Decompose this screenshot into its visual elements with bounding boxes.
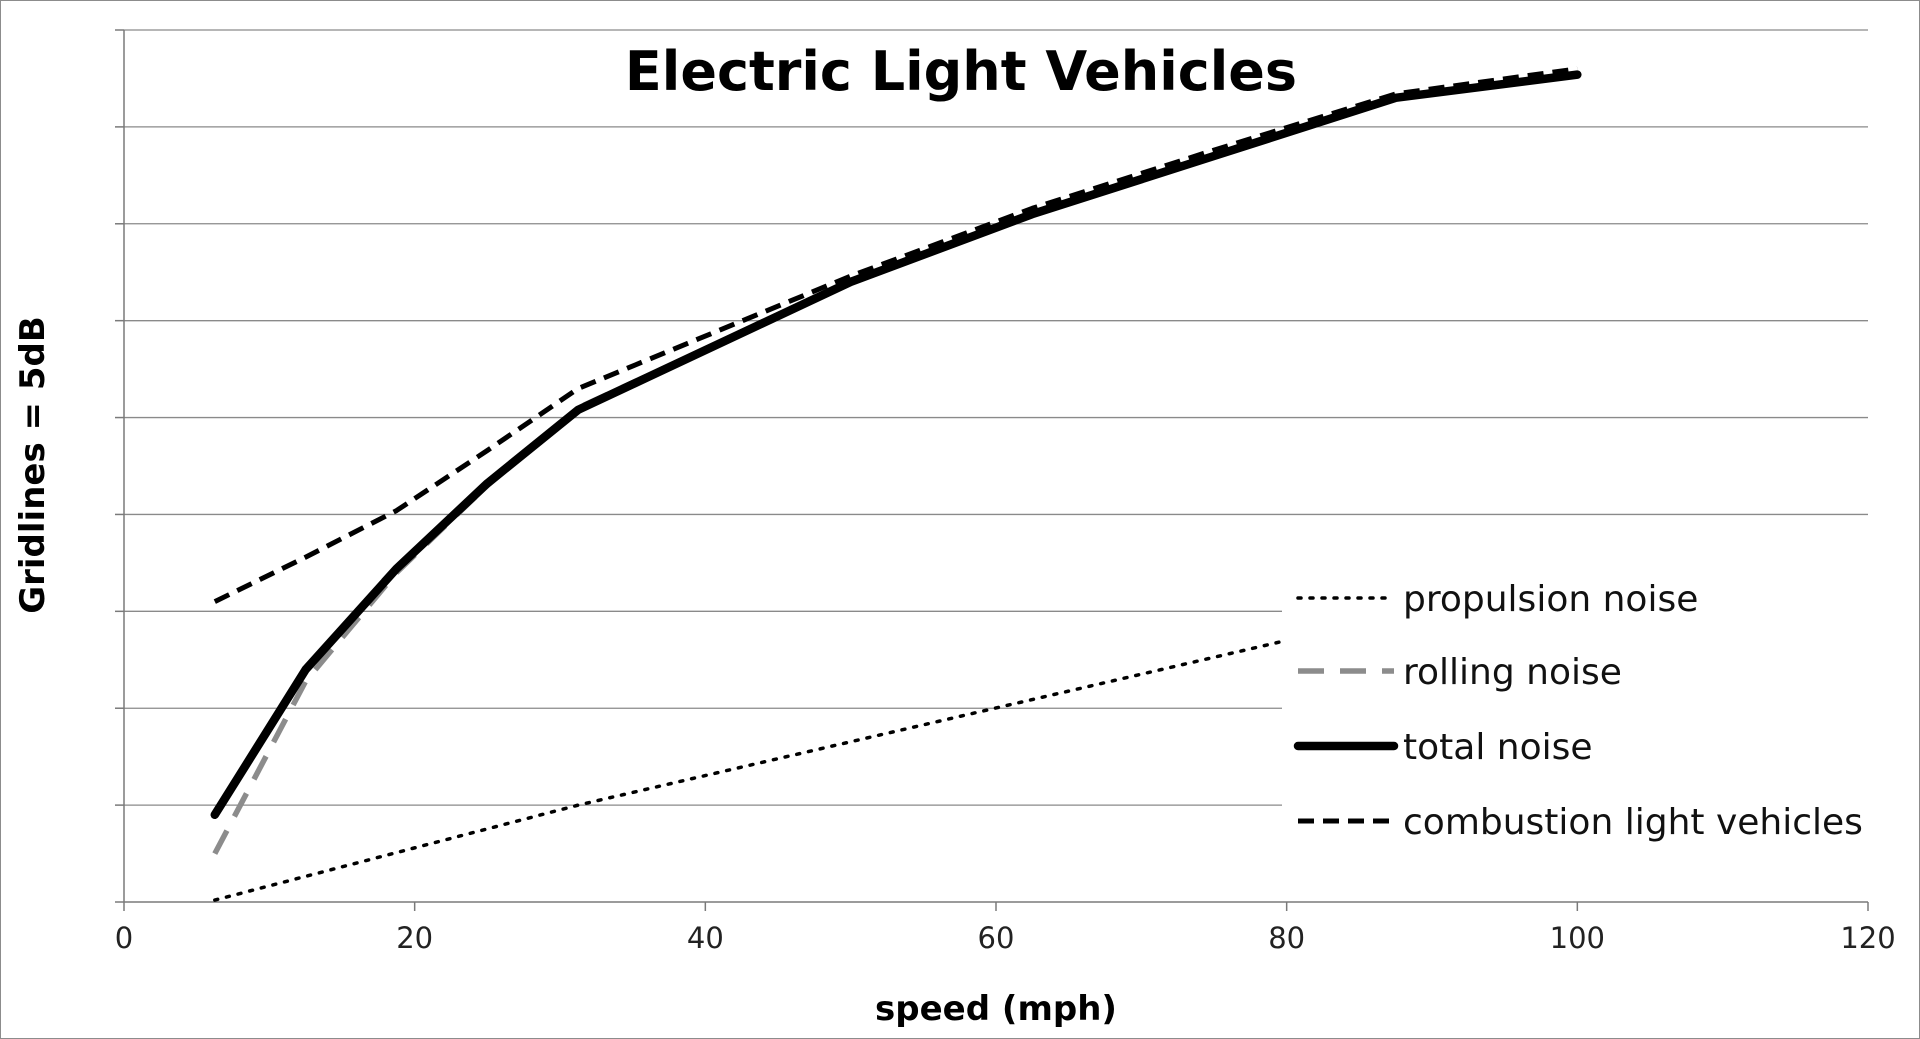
x-tick-label: 100 (1550, 921, 1605, 955)
chart-title: Electric Light Vehicles (625, 40, 1297, 103)
x-tick-label: 120 (1840, 921, 1895, 955)
x-tick-label: 80 (1268, 921, 1305, 955)
series-line-propulsion-noise (213, 638, 1289, 902)
series-group (210, 66, 1582, 902)
series-line-combustion-light-vehicles (213, 66, 1578, 604)
x-tick-label: 40 (687, 921, 724, 955)
series-line-total-noise (210, 70, 1582, 820)
x-tick-label: 20 (396, 921, 433, 955)
legend-label: total noise (1403, 727, 1593, 768)
legend: propulsion noise rolling noise total noise… (1282, 565, 1868, 865)
legend-label: rolling noise (1403, 652, 1622, 693)
y-axis-label: Gridlines = 5dB (13, 316, 53, 614)
x-tick-label: 0 (115, 921, 133, 955)
x-tick-label: 60 (978, 921, 1015, 955)
legend-label: propulsion noise (1403, 579, 1698, 620)
legend-box (1282, 565, 1868, 865)
legend-label: combustion light vehicles (1403, 802, 1863, 843)
axes: 0 20 40 60 80 100 120 (115, 29, 1896, 955)
x-axis-label: speed (mph) (875, 989, 1117, 1029)
